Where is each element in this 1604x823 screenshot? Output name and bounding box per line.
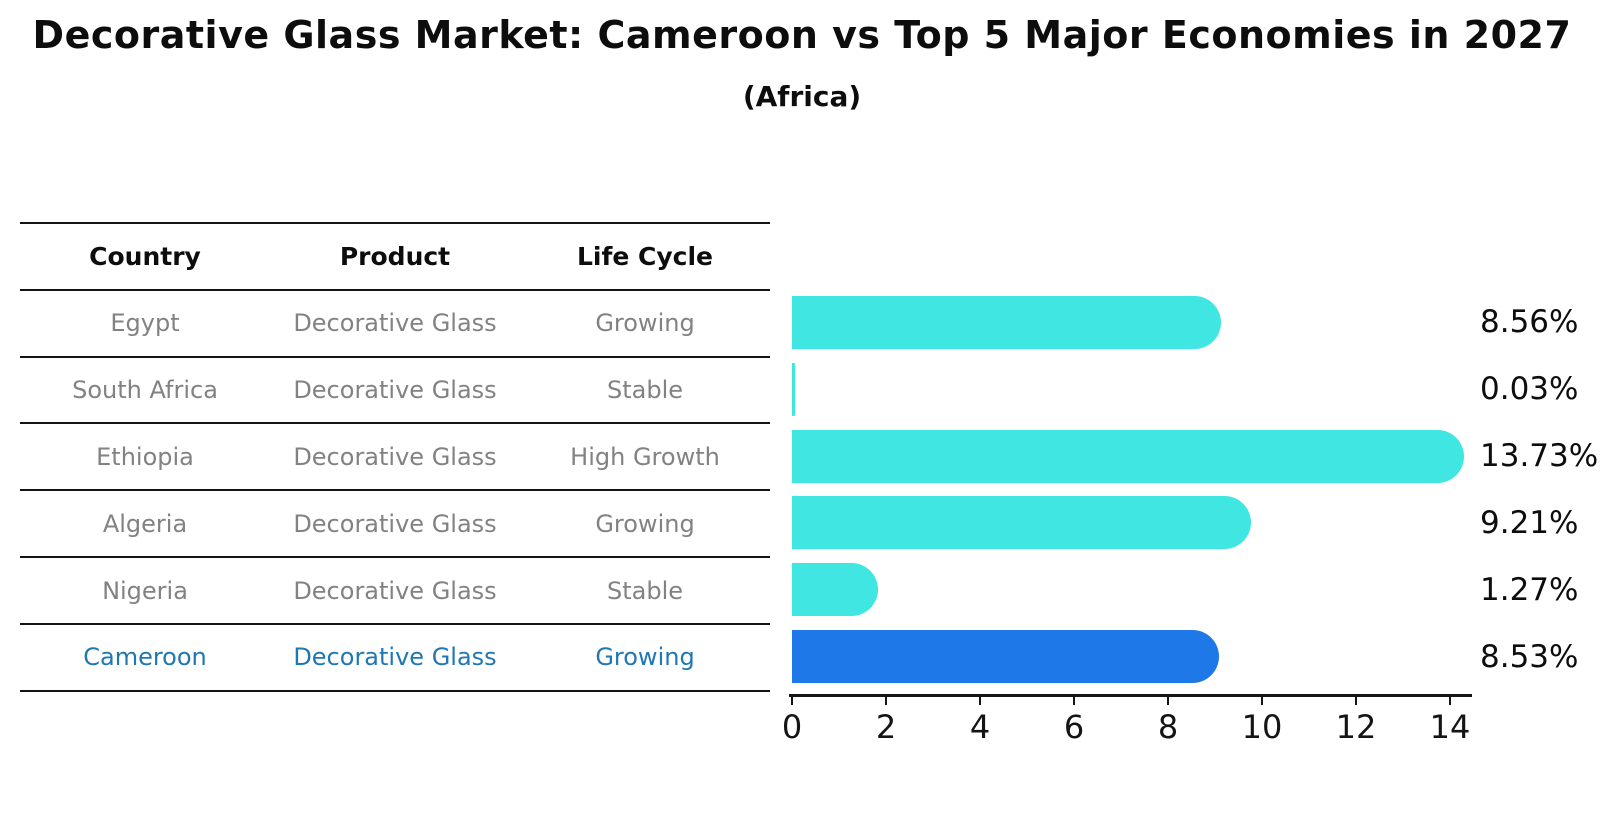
cell-life-cycle: Growing [595, 643, 695, 672]
x-tick-label: 10 [1241, 708, 1283, 746]
bar-cameroon [792, 630, 1220, 684]
bar-value-label: 8.53% [1480, 638, 1579, 675]
bar-algeria [792, 496, 1252, 550]
bar-value-label: 13.73% [1480, 438, 1599, 475]
cell-product: Decorative Glass [293, 643, 497, 672]
x-tick-mark [1448, 695, 1452, 705]
table-row: Cameroon Decorative Glass Growing [20, 622, 770, 690]
x-tick-mark [978, 695, 982, 705]
cell-product: Decorative Glass [293, 442, 497, 471]
table-row: South Africa Decorative Glass Stable [20, 355, 770, 423]
cell-country: Cameroon [83, 643, 207, 672]
bar-nigeria [792, 563, 879, 617]
x-axis-line [789, 694, 1472, 697]
column-header-product: Product [339, 241, 451, 271]
table-row: Ethiopia Decorative Glass High Growth [20, 422, 770, 489]
bar-value-label: 8.56% [1480, 304, 1579, 341]
table-row: Algeria Decorative Glass Growing [20, 489, 770, 556]
cell-life-cycle: Growing [595, 509, 695, 538]
bar-value-label: 9.21% [1480, 504, 1579, 541]
x-tick-mark [1354, 695, 1358, 705]
cell-country: Ethiopia [96, 442, 194, 471]
x-tick-mark [1260, 695, 1264, 705]
bar-value-label: 0.03% [1480, 371, 1579, 408]
x-tick-label: 4 [969, 708, 991, 746]
cell-country: Egypt [110, 309, 180, 338]
chart-title: Decorative Glass Market: Cameroon vs Top… [32, 13, 1572, 57]
cell-life-cycle: High Growth [570, 442, 720, 471]
x-tick-mark [884, 695, 888, 705]
column-header-country: Country [89, 241, 201, 271]
cell-product: Decorative Glass [293, 309, 497, 338]
cell-country: South Africa [72, 376, 218, 405]
bar-ethiopia [792, 429, 1464, 483]
bar-value-label: 1.27% [1480, 571, 1579, 608]
cell-country: Algeria [102, 509, 188, 538]
x-tick-label: 2 [875, 708, 897, 746]
x-tick-label: 0 [781, 708, 803, 746]
column-header-life-cycle: Life Cycle [576, 241, 714, 271]
cell-life-cycle: Stable [606, 376, 684, 405]
cell-product: Decorative Glass [293, 576, 497, 605]
x-tick-mark [1166, 695, 1170, 705]
x-tick-label: 12 [1335, 708, 1377, 746]
table-row: Nigeria Decorative Glass Stable [20, 556, 770, 623]
table-body: Egypt Decorative Glass Growing South Africa… [20, 288, 770, 690]
bar-egypt [792, 295, 1221, 349]
cell-product: Decorative Glass [293, 509, 497, 538]
bar-south-africa [792, 362, 795, 416]
cell-life-cycle: Growing [595, 309, 695, 338]
table-header-row: Country Product Life Cycle [20, 222, 770, 289]
cell-life-cycle: Stable [606, 576, 684, 605]
x-tick-label: 8 [1157, 708, 1179, 746]
country-comparison-table: Country Product Life Cycle Egypt Decorati… [20, 222, 770, 692]
chart-subtitle: (Africa) [742, 80, 862, 113]
cell-product: Decorative Glass [293, 376, 497, 405]
x-tick-mark [1072, 695, 1076, 705]
x-tick-mark [790, 695, 794, 705]
x-tick-label: 14 [1429, 708, 1471, 746]
table-row: Egypt Decorative Glass Growing [20, 288, 770, 356]
x-tick-label: 6 [1063, 708, 1085, 746]
cell-country: Nigeria [102, 576, 188, 605]
